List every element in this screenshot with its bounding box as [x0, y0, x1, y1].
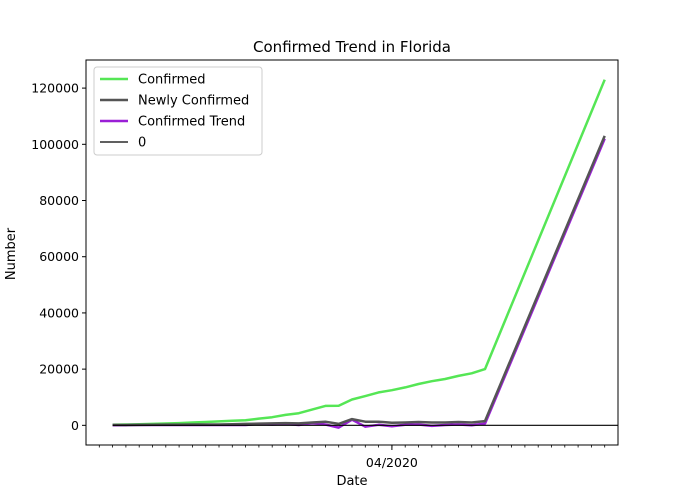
- legend-box: [93, 66, 263, 156]
- y-tick-label: 20000: [39, 362, 79, 377]
- y-tick-label: 40000: [39, 305, 79, 320]
- x-axis-label: Date: [336, 474, 367, 489]
- legend-label: Confirmed: [138, 73, 206, 88]
- x-tick-label: 04/2020: [366, 455, 418, 470]
- series-line-confirmed: [112, 79, 606, 427]
- y-tick-label: 0: [71, 418, 79, 433]
- y-axis-label: Number: [4, 227, 19, 280]
- legend-label: Confirmed Trend: [138, 115, 245, 130]
- plot-area: 0 20000 40000 60000 80000 100000 120000 04/2020…: [31, 59, 619, 470]
- y-tick-label: 60000: [39, 249, 79, 264]
- y-tick-label: 100000: [31, 137, 79, 152]
- series-line-confirmed-trend: [112, 138, 606, 429]
- chart-title: Confirmed Trend in Florida: [253, 38, 451, 56]
- legend-label: Newly Confirmed: [138, 94, 249, 109]
- series-line-newly-confirmed: [112, 135, 606, 427]
- y-tick-label: 120000: [31, 81, 79, 96]
- y-tick-label: 80000: [39, 193, 79, 208]
- legend-label: 0: [138, 136, 146, 151]
